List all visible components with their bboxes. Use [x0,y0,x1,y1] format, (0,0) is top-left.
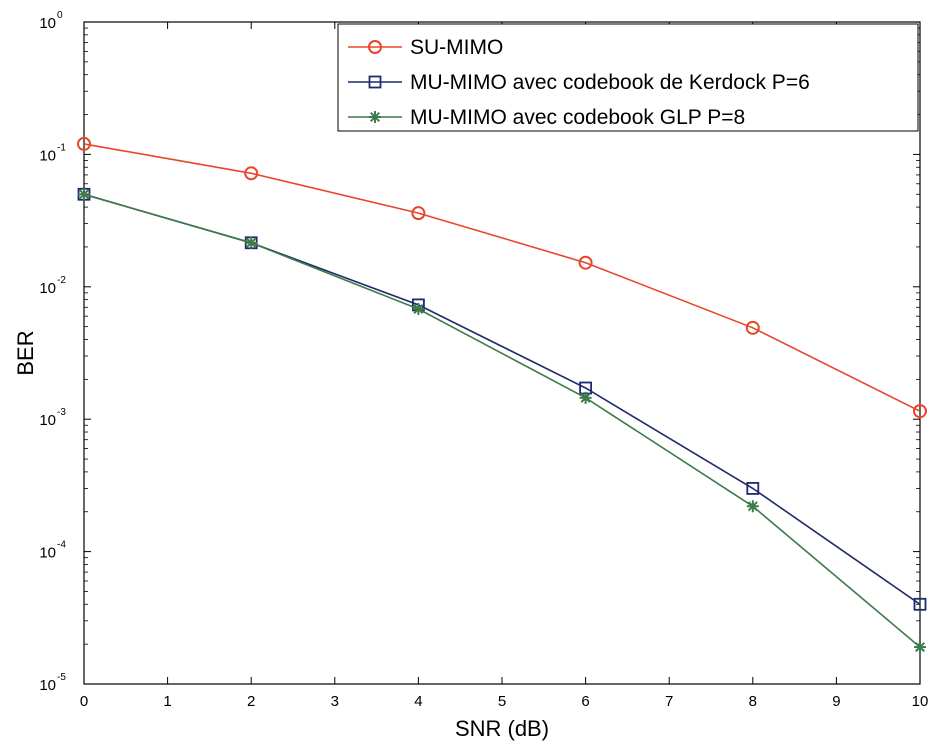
series-3 [78,188,926,654]
y-tick-exponent: -3 [57,407,66,418]
y-tick-label: 10 [39,545,56,562]
series-line [83,143,921,412]
star-stroke [914,642,926,653]
x-tick-label: 9 [832,693,840,710]
y-tick-label: 10 [39,412,56,429]
data-point-square [913,597,927,611]
star-stroke [246,237,257,248]
y-tick-exponent: -4 [57,540,66,551]
x-tick-label: 10 [912,693,929,710]
x-tick-label: 4 [414,693,422,710]
x-tick-label: 3 [331,693,339,710]
x-tick-label: 7 [665,693,673,710]
data-point-star [369,111,381,123]
x-tick-label: 2 [247,693,255,710]
data-point-circle [244,166,259,181]
data-point-star [412,302,425,315]
series-1 [77,136,927,419]
data-point-star [78,188,90,201]
y-tick-label: 10 [39,280,56,297]
data-point-circle [745,320,760,335]
legend-box [337,23,919,132]
star-stroke [580,392,591,403]
y-tick-exponent: -5 [57,672,66,683]
star-stroke [747,501,758,512]
y-tick-label: 10 [39,147,56,164]
star-stroke [369,111,381,123]
legend-label: MU-MIMO avec codebook de Kerdock P=6 [410,71,810,94]
legend-label: MU-MIMO avec codebook GLP P=8 [410,106,745,129]
x-tick-label: 8 [749,693,757,710]
data-point-circle [578,255,593,270]
star-stroke [78,189,90,200]
y-tick-label: 10 [39,15,56,32]
y-tick-exponent: -1 [57,142,66,153]
data-point-star [746,500,759,513]
series-line [83,193,921,648]
x-tick-label: 0 [80,693,88,710]
x-axis-label: SNR (dB) [455,716,549,741]
series-layer [77,136,927,654]
data-point-circle [913,404,927,419]
x-axis: 0 1 2 3 4 5 6 7 8 9 10 [80,22,929,710]
x-tick-label: 6 [581,693,589,710]
y-tick-label: 10 [39,677,56,694]
legend-label: SU-MIMO [410,36,503,59]
data-point-circle [368,40,382,54]
data-point-circle [77,136,91,151]
y-tick-exponent: -2 [57,275,66,286]
legend: SU-MIMO MU-MIMO avec codebook de Kerdock … [337,23,919,132]
data-point-star [914,641,926,654]
data-point-circle [411,206,426,221]
data-point-square [746,482,760,495]
data-point-square [368,75,382,89]
data-point-star [579,391,592,404]
x-tick-label: 1 [163,693,171,710]
y-axis-label: BER [13,330,38,375]
data-point-star [245,236,258,249]
y-tick-exponent: 0 [57,10,63,21]
x-tick-label: 5 [498,693,506,710]
star-stroke [413,303,424,314]
